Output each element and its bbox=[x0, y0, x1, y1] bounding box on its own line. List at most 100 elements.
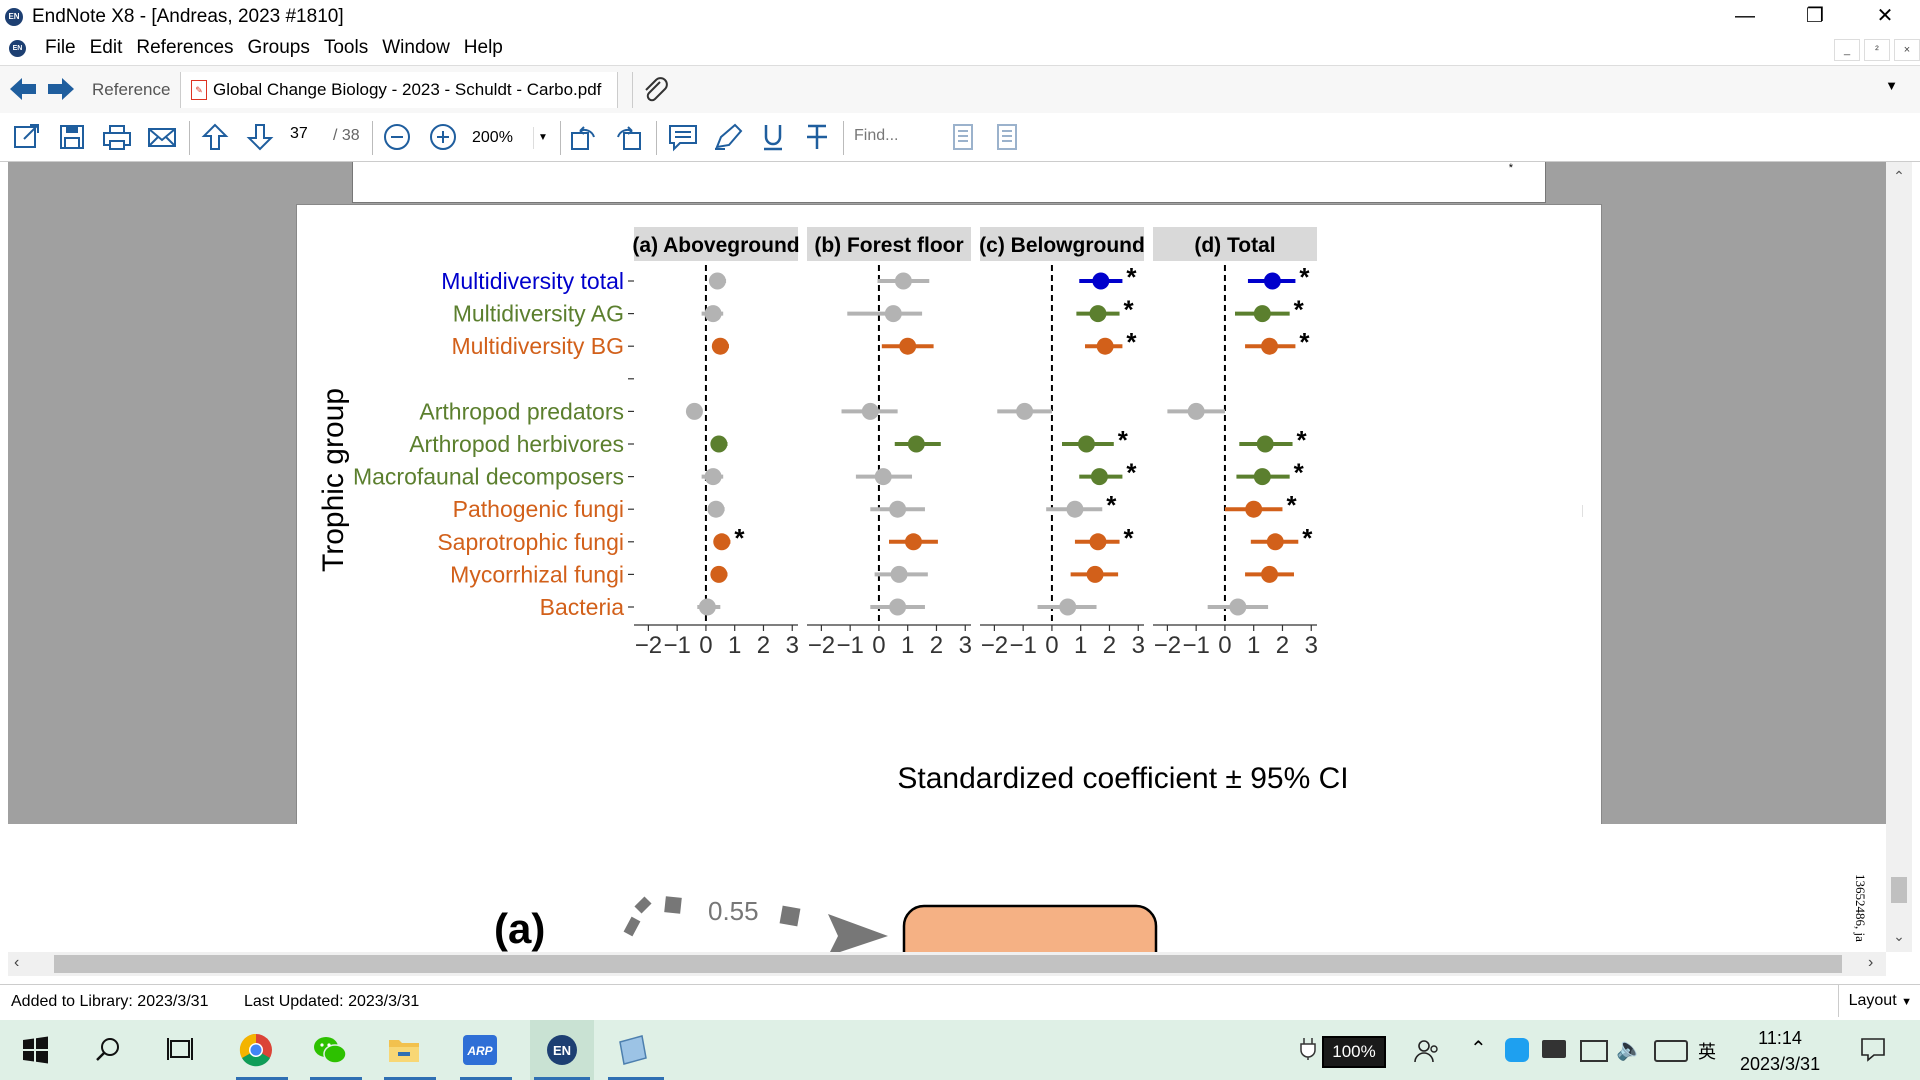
estimate-point bbox=[1229, 598, 1247, 616]
added-date: Added to Library: 2023/3/31 bbox=[11, 993, 209, 1010]
mdi-restore-button[interactable]: ² bbox=[1864, 39, 1890, 61]
back-arrow-icon[interactable] bbox=[8, 76, 38, 102]
menu-groups[interactable]: Groups bbox=[247, 37, 310, 58]
page-up-icon[interactable] bbox=[198, 121, 232, 153]
menu-help[interactable]: Help bbox=[463, 37, 503, 58]
strikethrough-icon[interactable] bbox=[800, 121, 834, 153]
find-next-icon[interactable] bbox=[990, 121, 1024, 153]
underline-icon[interactable] bbox=[756, 121, 790, 153]
title-bar: EN EndNote X8 - [Andreas, 2023 #1810] — … bbox=[0, 0, 1920, 33]
minimize-icon[interactable]: — bbox=[1735, 5, 1755, 27]
zoom-out-icon[interactable] bbox=[380, 121, 414, 153]
x-tick-label: 1 bbox=[1247, 632, 1260, 659]
tab-row: Reference ✎ Global Change Biology - 2023… bbox=[0, 65, 1920, 114]
page-number-input[interactable]: 37 bbox=[290, 125, 308, 142]
page-down-icon[interactable] bbox=[243, 121, 277, 153]
pdf-viewer[interactable]: * (a) Aboveground (b) Forest floor (c) Bel… bbox=[8, 162, 1886, 952]
notepad-icon[interactable] bbox=[612, 1030, 652, 1070]
menu-references[interactable]: References bbox=[136, 37, 234, 58]
x-tick-label: −2 bbox=[1154, 632, 1181, 659]
path-arrowhead bbox=[828, 914, 888, 952]
tab-reference[interactable]: Reference bbox=[92, 80, 171, 99]
panel-title: (b) Forest floor bbox=[814, 234, 963, 257]
power-plug-icon[interactable] bbox=[1300, 1038, 1316, 1060]
estimate-point bbox=[1066, 500, 1084, 518]
x-tick-label: 0 bbox=[1218, 632, 1231, 659]
estimate-point bbox=[1096, 337, 1114, 355]
restore-icon[interactable]: ❐ bbox=[1806, 5, 1824, 27]
close-icon[interactable]: ✕ bbox=[1876, 5, 1894, 27]
chevron-down-icon[interactable]: ▼ bbox=[533, 127, 552, 149]
horizontal-scrollbar[interactable]: ‹ › bbox=[8, 952, 1886, 976]
window-title: EndNote X8 - [Andreas, 2023 #1810] bbox=[32, 6, 344, 27]
rotate-right-icon[interactable] bbox=[612, 121, 646, 153]
scroll-left-icon[interactable]: ‹ bbox=[14, 954, 20, 971]
estimate-point bbox=[889, 500, 907, 518]
x-tick-label: 2 bbox=[930, 632, 943, 659]
menu-window[interactable]: Window bbox=[382, 37, 450, 58]
search-icon[interactable] bbox=[88, 1030, 128, 1070]
vertical-scroll-thumb[interactable] bbox=[1891, 877, 1907, 903]
find-input[interactable]: Find... bbox=[854, 127, 899, 144]
panel-header-bg bbox=[980, 227, 1144, 261]
windows-start-icon[interactable] bbox=[15, 1030, 55, 1070]
battery-indicator[interactable]: 100% bbox=[1322, 1036, 1386, 1068]
x-tick-label: 3 bbox=[1305, 632, 1318, 659]
notification-icon[interactable] bbox=[1860, 1036, 1886, 1062]
x-tick-label: 1 bbox=[728, 632, 741, 659]
menu-tools[interactable]: Tools bbox=[323, 37, 369, 58]
volume-icon[interactable]: 🔈 bbox=[1616, 1036, 1644, 1061]
panel-title: (c) Belowground bbox=[979, 234, 1145, 257]
attachment-clip-icon[interactable] bbox=[640, 76, 670, 104]
mdi-minimize-button[interactable]: _ bbox=[1834, 39, 1860, 61]
clock[interactable]: 11:14 2023/3/31 bbox=[1740, 1025, 1820, 1077]
endnote-icon[interactable]: EN bbox=[542, 1030, 582, 1070]
svg-text:ARP: ARP bbox=[466, 1044, 493, 1058]
print-icon[interactable] bbox=[100, 121, 134, 153]
document-icon[interactable]: EN bbox=[9, 40, 26, 57]
network-icon[interactable] bbox=[1580, 1040, 1608, 1062]
horizontal-scroll-thumb[interactable] bbox=[54, 955, 1842, 973]
arp-icon[interactable]: ARP bbox=[460, 1030, 500, 1070]
page-total-label: / 38 bbox=[333, 127, 360, 144]
estimate-point bbox=[874, 468, 892, 486]
tray-app-icon[interactable] bbox=[1505, 1038, 1529, 1062]
scroll-right-icon[interactable]: › bbox=[1868, 954, 1874, 971]
chevron-up-icon[interactable]: ⌃ bbox=[1470, 1038, 1487, 1060]
tab-menu-dropdown-icon[interactable]: ▼ bbox=[1885, 78, 1898, 93]
people-icon[interactable] bbox=[1413, 1037, 1441, 1065]
layout-dropdown[interactable]: Layout ▼ bbox=[1837, 985, 1912, 1017]
running-indicator bbox=[534, 1077, 590, 1080]
significance-star: * bbox=[1124, 295, 1135, 325]
wechat-icon[interactable] bbox=[310, 1030, 350, 1070]
clock-time: 11:14 bbox=[1758, 1028, 1802, 1048]
forward-arrow-icon[interactable] bbox=[46, 76, 76, 102]
email-icon[interactable] bbox=[145, 121, 179, 153]
menu-file[interactable]: File bbox=[45, 37, 76, 58]
file-explorer-icon[interactable] bbox=[384, 1030, 424, 1070]
scroll-down-icon[interactable]: ⌄ bbox=[1893, 928, 1905, 944]
keyboard-icon[interactable] bbox=[1654, 1040, 1688, 1062]
zoom-in-icon[interactable] bbox=[426, 121, 460, 153]
find-previous-icon[interactable] bbox=[946, 121, 980, 153]
ime-indicator[interactable]: 英 bbox=[1698, 1042, 1716, 1062]
highlighter-icon[interactable] bbox=[711, 121, 745, 153]
scroll-up-icon[interactable]: ⌃ bbox=[1893, 168, 1905, 184]
task-view-icon[interactable] bbox=[160, 1030, 200, 1070]
menu-edit[interactable]: Edit bbox=[89, 37, 123, 58]
rotate-left-icon[interactable] bbox=[566, 121, 600, 153]
save-icon[interactable] bbox=[55, 121, 89, 153]
significance-star: * bbox=[1286, 490, 1297, 520]
mdi-close-button[interactable]: × bbox=[1894, 39, 1920, 61]
chrome-icon[interactable] bbox=[236, 1030, 276, 1070]
x-tick-label: 2 bbox=[1276, 632, 1289, 659]
tab-pdf[interactable]: ✎ Global Change Biology - 2023 - Schuldt… bbox=[180, 72, 619, 108]
battery-icon[interactable] bbox=[1542, 1040, 1566, 1058]
dashed-path-segment bbox=[623, 896, 652, 937]
vertical-scrollbar[interactable]: ⌃ ⌄ bbox=[1886, 162, 1912, 952]
open-external-icon[interactable] bbox=[10, 121, 44, 153]
significance-star: * bbox=[734, 523, 745, 553]
x-tick-label: 1 bbox=[901, 632, 914, 659]
sticky-note-icon[interactable] bbox=[666, 121, 700, 153]
zoom-select[interactable]: 200% ▼ bbox=[466, 125, 552, 151]
